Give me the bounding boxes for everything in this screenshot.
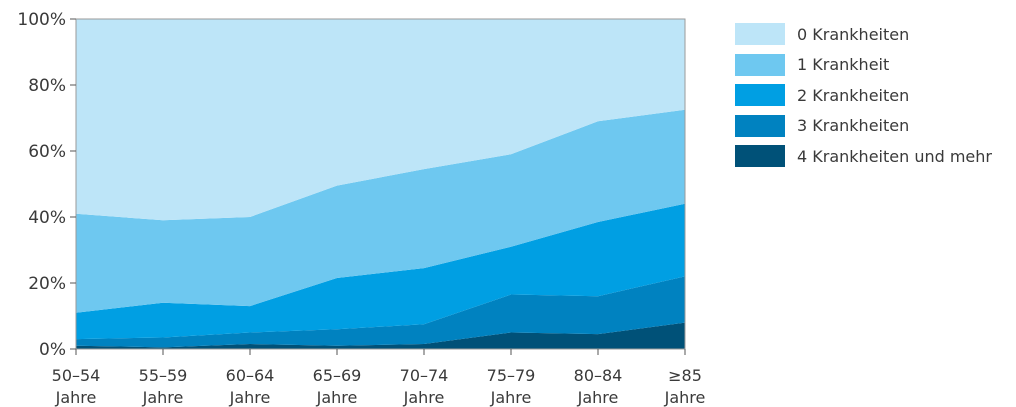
x-tick-label: 75–79 <box>487 366 536 385</box>
area-series-1 <box>76 276 685 348</box>
legend-label: 4 Krankheiten und mehr <box>797 146 992 166</box>
area-series-4 <box>76 19 685 221</box>
legend-label: 1 Krankheit <box>797 55 890 75</box>
legend-swatch <box>735 145 785 168</box>
x-tick-label-unit: Jahre <box>55 388 97 407</box>
legend-item: 0 Krankheiten <box>735 19 992 50</box>
legend-swatch <box>735 53 785 76</box>
x-tick-label: ≥85 <box>668 366 702 385</box>
y-tick-label: 100% <box>17 10 66 30</box>
y-tick-label: 20% <box>28 274 66 294</box>
y-tick-label: 0% <box>39 340 66 360</box>
x-tick-label-unit: Jahre <box>577 388 619 407</box>
x-tick-label-unit: Jahre <box>142 388 184 407</box>
x-tick-label: 70–74 <box>400 366 449 385</box>
plot-frame <box>75 18 686 350</box>
x-tick-label-unit: Jahre <box>229 388 271 407</box>
legend-swatch <box>735 23 785 46</box>
y-tick-label: 80% <box>28 76 66 96</box>
legend-item: 2 Krankheiten <box>735 80 992 111</box>
x-tick-label-unit: Jahre <box>664 388 706 407</box>
x-tick-label-unit: Jahre <box>316 388 358 407</box>
area-series-0 <box>76 322 685 349</box>
x-tick-label: 65–69 <box>313 366 362 385</box>
x-tick-label: 50–54 <box>52 366 101 385</box>
legend-swatch <box>735 114 785 137</box>
area-series-3 <box>76 109 685 313</box>
y-tick-label: 60% <box>28 142 66 162</box>
x-tick-label-unit: Jahre <box>490 388 532 407</box>
legend-label: 2 Krankheiten <box>797 85 910 105</box>
legend-label: 3 Krankheiten <box>797 116 910 136</box>
x-tick-label: 55–59 <box>139 366 188 385</box>
x-tick-label-unit: Jahre <box>403 388 445 407</box>
legend-swatch <box>735 84 785 107</box>
legend-item: 3 Krankheiten <box>735 111 992 142</box>
x-tick-label: 60–64 <box>226 366 275 385</box>
legend-label: 0 Krankheiten <box>797 24 910 44</box>
y-tick-label: 40% <box>28 208 66 228</box>
chart-legend: 0 Krankheiten 1 Krankheit 2 Krankheiten 3 K… <box>735 19 992 172</box>
legend-item: 4 Krankheiten und mehr <box>735 141 992 172</box>
x-tick-label: 80–84 <box>574 366 623 385</box>
legend-item: 1 Krankheit <box>735 50 992 81</box>
area-series-2 <box>76 203 685 340</box>
